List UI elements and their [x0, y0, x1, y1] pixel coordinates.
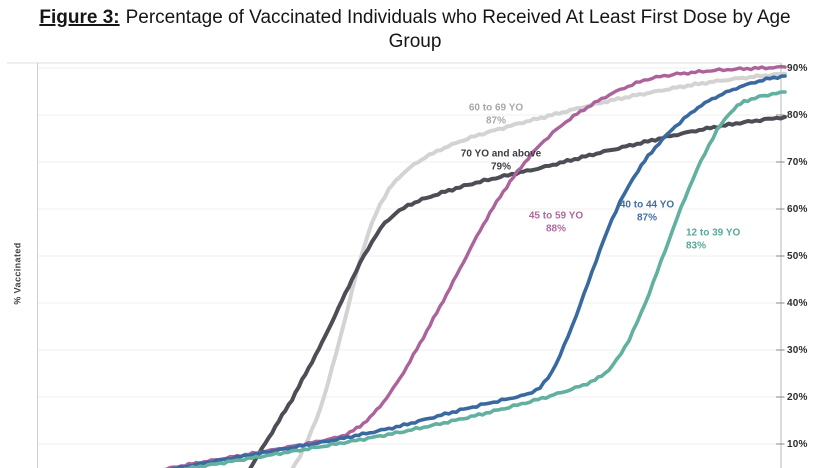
- y-tick-label-70%: 70%: [787, 157, 808, 168]
- y-axis-title: % Vaccinated: [12, 242, 23, 305]
- series-label-12-to-39-yo: 12 to 39 YO 83%: [686, 228, 740, 253]
- series-label-line: 40 to 44 YO: [619, 199, 675, 211]
- y-tick-label-50%: 50%: [787, 251, 808, 262]
- series-label-45-to-59-yo: 45 to 59 YO 88%: [529, 211, 583, 236]
- series-label-60-to-69-yo: 60 to 69 YO 87%: [469, 103, 523, 128]
- figure-title-text: Percentage of Vaccinated Individuals who…: [125, 7, 791, 52]
- series-label-line: 87%: [636, 212, 658, 224]
- figure-number: Figure 3:: [39, 7, 120, 28]
- y-tick-label-60%: 60%: [787, 204, 808, 215]
- series-line-70-yo-and-above: [248, 114, 787, 468]
- series-label-line: 70 YO and above: [460, 148, 542, 160]
- series-label-line: 87%: [485, 115, 507, 127]
- series-label-40-to-44-yo: 40 to 44 YO 87%: [620, 200, 674, 225]
- y-tick-label-10%: 10%: [787, 439, 808, 450]
- y-tick-label-80%: 80%: [787, 110, 808, 121]
- series-line-12-to-39-yo: [182, 90, 787, 468]
- series-label-line: 83%: [686, 240, 707, 252]
- series-line-40-to-44-yo: [170, 74, 787, 468]
- y-tick-label-40%: 40%: [787, 298, 808, 309]
- y-tick-label-20%: 20%: [787, 392, 808, 403]
- series-label-line: 88%: [545, 223, 567, 235]
- y-tick-label-90%: 90%: [787, 63, 808, 74]
- series-label-70-yo-and-above: 70 YO and above 79%: [461, 149, 541, 174]
- series-line-60-to-69-yo: [290, 71, 787, 468]
- series-label-line: 45 to 59 YO: [528, 210, 584, 222]
- y-tick-label-30%: 30%: [787, 345, 808, 356]
- figure-title: Figure 3: Percentage of Vaccinated Indivi…: [15, 6, 815, 54]
- series-label-line: 79%: [490, 161, 511, 173]
- series-label-line: 12 to 39 YO: [686, 227, 741, 239]
- series-label-line: 60 to 69 YO: [468, 102, 524, 114]
